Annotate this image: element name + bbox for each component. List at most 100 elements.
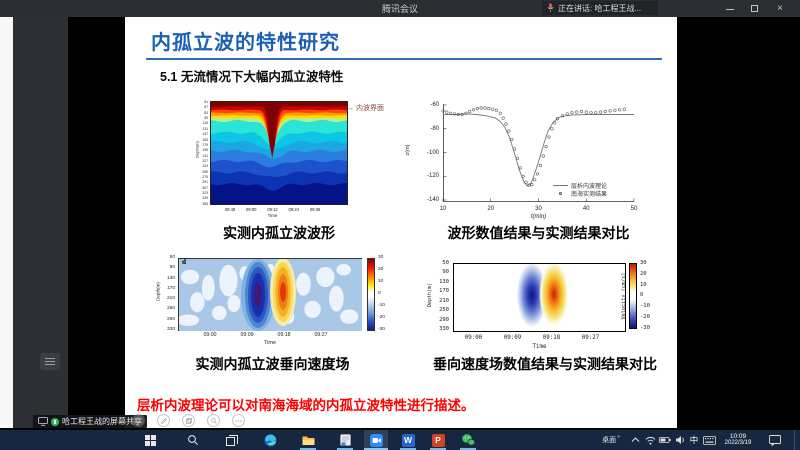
tick-label: 10	[378, 279, 384, 284]
letterbox-right	[677, 17, 800, 428]
minimize-button[interactable]	[719, 0, 741, 17]
tick-label: 290	[439, 316, 449, 323]
colorbar-label: Velocity (cm/s)	[621, 272, 627, 320]
audio-share-icon	[51, 417, 59, 426]
tick-label: 08:48	[224, 207, 236, 212]
line-ylabel: z(m)	[405, 144, 411, 156]
tick-label: 210	[439, 297, 449, 304]
tray-show-hidden-icons[interactable]	[628, 430, 642, 450]
velocity-measured-xlabel: Time	[263, 340, 277, 346]
velocity-numerical-ytick-labels: 50 90 130 170 210 250 290 330	[431, 260, 449, 332]
active-indicator	[460, 448, 476, 450]
monitor-icon	[38, 417, 48, 426]
window-title: 腾讯会议	[381, 4, 418, 14]
action-center-button[interactable]	[766, 430, 784, 450]
taskbar-file-explorer[interactable]	[296, 430, 320, 450]
tick-label: 330	[439, 325, 449, 332]
taskbar-tencent-meeting[interactable]	[364, 430, 388, 450]
velocity-measured-ytick-labels: 50 90 130 170 210 250 290 330	[161, 255, 175, 332]
clock-date: 2022/3/19	[724, 440, 752, 446]
microphone-icon	[547, 3, 554, 12]
tick-label: 290	[166, 316, 175, 322]
taskbar-powerpoint[interactable]: P	[426, 430, 450, 450]
tray-ime[interactable]: 中	[688, 430, 700, 450]
caption-measured-velocity: 实测内孤立波垂向速度场	[195, 356, 350, 372]
active-indicator	[337, 448, 353, 450]
desktop-toolbar[interactable]: 桌面 »	[600, 430, 622, 450]
contour-heatmap	[211, 102, 347, 204]
tick-label: 51	[204, 100, 208, 104]
tick-label: 09:27	[581, 335, 600, 341]
taskbar-search-button[interactable]	[181, 430, 205, 450]
screen-share-label: 哈工程王战的屏幕共享	[62, 417, 142, 426]
active-indicator	[300, 448, 316, 450]
contour-plot	[210, 101, 348, 205]
tick-label: 130	[166, 275, 175, 281]
taskbar-edge[interactable]	[258, 430, 282, 450]
tick-label: 130	[439, 278, 449, 285]
wechat-icon	[461, 434, 475, 446]
tick-label: 307	[202, 185, 208, 190]
tick-label: 330	[166, 326, 175, 332]
play-button[interactable]	[132, 414, 145, 427]
contour-ytick-labels: 51 67 83 99 115 131 147 163 179 195 211 227 243 259 27…	[196, 100, 208, 206]
tray-volume[interactable]	[673, 430, 687, 450]
tick-label: 40	[582, 206, 590, 212]
tray-clock[interactable]: 10:09 2022/3/19	[718, 430, 758, 450]
tick-label: 83	[204, 110, 208, 115]
tick-label: 09:27	[314, 332, 328, 338]
velocity-measured-heatmap	[177, 258, 362, 331]
speaker-icon	[675, 436, 684, 444]
taskbar-w-app[interactable]: W	[396, 430, 420, 450]
zoom-button[interactable]	[207, 414, 220, 427]
tick-label: -20	[378, 315, 385, 320]
tick-label: -30	[640, 324, 650, 331]
velocity-numerical-plot	[453, 261, 626, 332]
caption-numerical-velocity: 垂向速度场数值结果与实测结果对比	[433, 356, 657, 372]
tick-label: 227	[202, 158, 208, 163]
close-button[interactable]: ×	[777, 3, 783, 14]
legend-line-marker	[553, 184, 568, 186]
search-icon	[188, 435, 198, 445]
maximize-button[interactable]	[744, 0, 766, 17]
speaking-toast: 正在讲话: 哈工程王战...	[542, 1, 658, 15]
tick-label: -20	[640, 314, 650, 321]
desktop-toolbar-label: 桌面	[602, 437, 617, 444]
taskbar-notes-app[interactable]	[333, 430, 357, 450]
edge-icon	[264, 434, 276, 446]
line-xlabel: t(min)	[530, 214, 547, 220]
velocity-numerical-heatmap	[454, 261, 625, 331]
more-button[interactable]	[232, 414, 245, 427]
taskbar-wechat[interactable]	[456, 430, 480, 450]
start-button[interactable]	[138, 430, 162, 450]
tick-label: 250	[166, 306, 175, 312]
tick-label: 30	[378, 255, 384, 260]
left-panel-edge	[0, 17, 13, 428]
task-view-button[interactable]	[220, 430, 244, 450]
tick-label: 170	[439, 288, 449, 295]
tick-label: -100	[426, 149, 439, 156]
tick-label: 09:18	[542, 335, 561, 341]
tick-label: 09:09	[240, 332, 254, 338]
tray-network[interactable]	[643, 430, 657, 450]
windows-logo-icon	[144, 434, 156, 446]
slide-list-toggle-button[interactable]	[40, 353, 60, 370]
taskbar: W P 桌面 »	[0, 430, 800, 450]
active-indicator	[400, 448, 416, 450]
interface-annotation: → 内波界面	[347, 105, 384, 112]
tray-touch-keyboard[interactable]	[701, 430, 717, 450]
battery-icon	[659, 437, 671, 443]
tick-label: -60	[430, 102, 439, 108]
folder-icon	[302, 436, 314, 445]
tick-label: 09:00	[246, 207, 257, 212]
tray-battery[interactable]	[658, 430, 672, 450]
screen-share-badge: 哈工程王战的屏幕共享	[33, 415, 147, 428]
annotate-button[interactable]	[157, 414, 170, 427]
tick-label: 115	[202, 121, 208, 126]
maximize-icon	[751, 5, 758, 12]
toolbar-expand-icon: »	[617, 434, 620, 440]
windows-button[interactable]	[182, 414, 195, 427]
tick-label: -140	[426, 197, 439, 203]
show-desktop-button[interactable]	[794, 430, 800, 450]
tick-label: 30	[535, 206, 542, 212]
